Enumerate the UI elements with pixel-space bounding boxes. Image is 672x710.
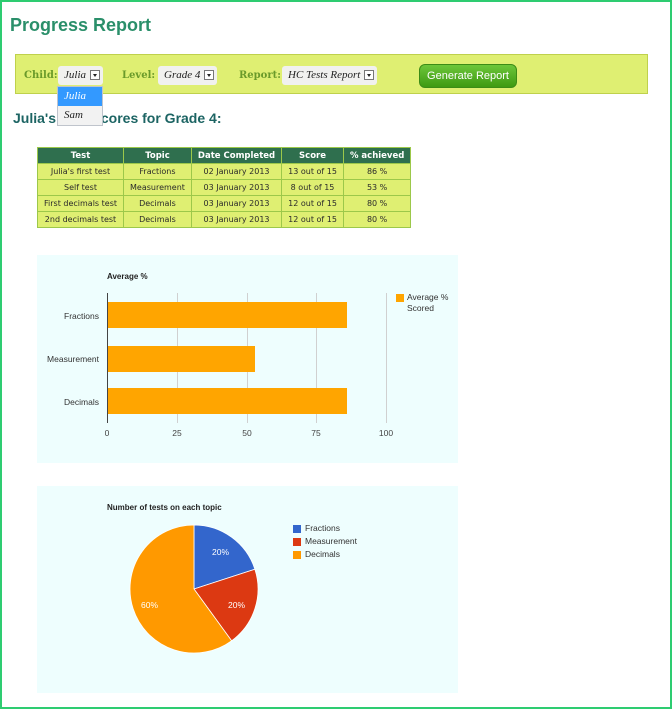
category-label: Decimals: [64, 397, 99, 407]
report-select-value: HC Tests Report: [288, 69, 361, 81]
legend-swatch-measurement: [293, 538, 301, 546]
table-cell: Self test: [37, 179, 124, 196]
table-cell: Julia's first test: [37, 163, 124, 180]
tests-per-topic-pie-chart: Number of tests on each topic 20% 20% 60…: [37, 486, 458, 693]
child-label: Child:: [24, 70, 58, 81]
x-tick-label: 100: [378, 428, 394, 438]
pie-graphic: [129, 524, 259, 654]
gridline: [316, 293, 317, 423]
table-row: Self test Measurement 03 January 2013 8 …: [37, 179, 412, 196]
legend-label-fractions: Fractions: [305, 523, 340, 533]
legend-line: Average %: [407, 292, 449, 302]
pie-slice-measurement: [193, 568, 259, 642]
legend-line: Scored: [407, 303, 434, 313]
table-row: Julia's first test Fractions 02 January …: [37, 163, 412, 180]
report-toolbar: Child: Julia Level: Grade 4 Report: HC T…: [15, 54, 648, 94]
child-select[interactable]: Julia: [58, 66, 103, 85]
table-row: 2nd decimals test Decimals 03 January 20…: [37, 211, 412, 228]
legend-swatch-fractions: [293, 525, 301, 533]
table-cell: 80 %: [342, 195, 412, 212]
child-select-value: Julia: [64, 69, 86, 81]
column-header: Date Completed: [190, 147, 283, 164]
table-cell: 53 %: [342, 179, 412, 196]
x-tick-label: 25: [172, 428, 182, 438]
section-title: Julia's Test Scores for Grade 4:: [13, 110, 222, 126]
column-header: Topic: [123, 147, 192, 164]
report-select[interactable]: HC Tests Report: [282, 66, 377, 85]
table-cell: 12 out of 15: [281, 211, 344, 228]
page-title: Progress Report: [10, 15, 152, 35]
table-cell: Decimals: [123, 195, 192, 212]
legend-swatch-average: [396, 294, 404, 302]
table-cell: Measurement: [123, 179, 192, 196]
table-cell: 12 out of 15: [281, 195, 344, 212]
report-label: Report:: [239, 70, 281, 81]
x-tick-label: 75: [311, 428, 321, 438]
category-label: Fractions: [64, 311, 99, 321]
gridline: [386, 293, 387, 423]
x-tick-label: 0: [104, 428, 110, 438]
average-bar-chart: Average % Fractions Measurement Decimals…: [37, 255, 458, 463]
table-cell: 86 %: [342, 163, 412, 180]
generate-report-button[interactable]: Generate Report: [419, 64, 517, 88]
table-cell: 80 %: [342, 211, 412, 228]
table-cell: 02 January 2013: [190, 163, 283, 180]
column-header: Test: [37, 147, 124, 164]
table-cell: First decimals test: [37, 195, 124, 212]
bar-fractions: [107, 302, 347, 328]
dropdown-option-sam[interactable]: Sam: [64, 109, 83, 121]
chevron-down-icon[interactable]: [90, 70, 100, 80]
column-header: % achieved: [342, 147, 412, 164]
chevron-down-icon[interactable]: [204, 70, 214, 80]
table-cell: 03 January 2013: [190, 211, 283, 228]
table-cell: 8 out of 15: [281, 179, 344, 196]
chevron-down-icon[interactable]: [364, 70, 374, 80]
pie-label-decimals: 60%: [141, 600, 159, 610]
x-tick-label: 50: [242, 428, 252, 438]
table-cell: Fractions: [123, 163, 192, 180]
level-select-value: Grade 4: [164, 69, 201, 81]
bar-decimals: [107, 388, 347, 414]
table-cell: 13 out of 15: [281, 163, 344, 180]
pie-chart-title: Number of tests on each topic: [107, 503, 222, 512]
table-cell: Decimals: [123, 211, 192, 228]
legend-label-decimals: Decimals: [305, 549, 340, 559]
column-header: Score: [281, 147, 344, 164]
y-axis: [107, 293, 108, 423]
bar-measurement: [107, 346, 255, 372]
child-dropdown-list: Julia Sam: [57, 86, 103, 126]
table-cell: 2nd decimals test: [37, 211, 124, 228]
table-row: First decimals test Decimals 03 January …: [37, 195, 412, 212]
legend-label-measurement: Measurement: [305, 536, 357, 546]
table-header-row: Test Topic Date Completed Score % achiev…: [37, 147, 412, 164]
legend-label-average: Average % Scored: [407, 292, 448, 314]
table-cell: 03 January 2013: [190, 179, 283, 196]
scores-table: Test Topic Date Completed Score % achiev…: [37, 147, 412, 228]
category-label: Measurement: [47, 354, 99, 364]
bar-chart-title: Average %: [107, 272, 148, 281]
legend-swatch-decimals: [293, 551, 301, 559]
pie-slice-decimals: [129, 524, 233, 654]
level-select[interactable]: Grade 4: [158, 66, 217, 85]
level-label: Level:: [122, 70, 156, 81]
pie-slice-fractions: [193, 524, 256, 590]
pie-label-fractions: 20%: [212, 547, 230, 557]
pie-label-measurement: 20%: [228, 600, 246, 610]
dropdown-option-julia[interactable]: Julia: [58, 87, 102, 106]
table-cell: 03 January 2013: [190, 195, 283, 212]
